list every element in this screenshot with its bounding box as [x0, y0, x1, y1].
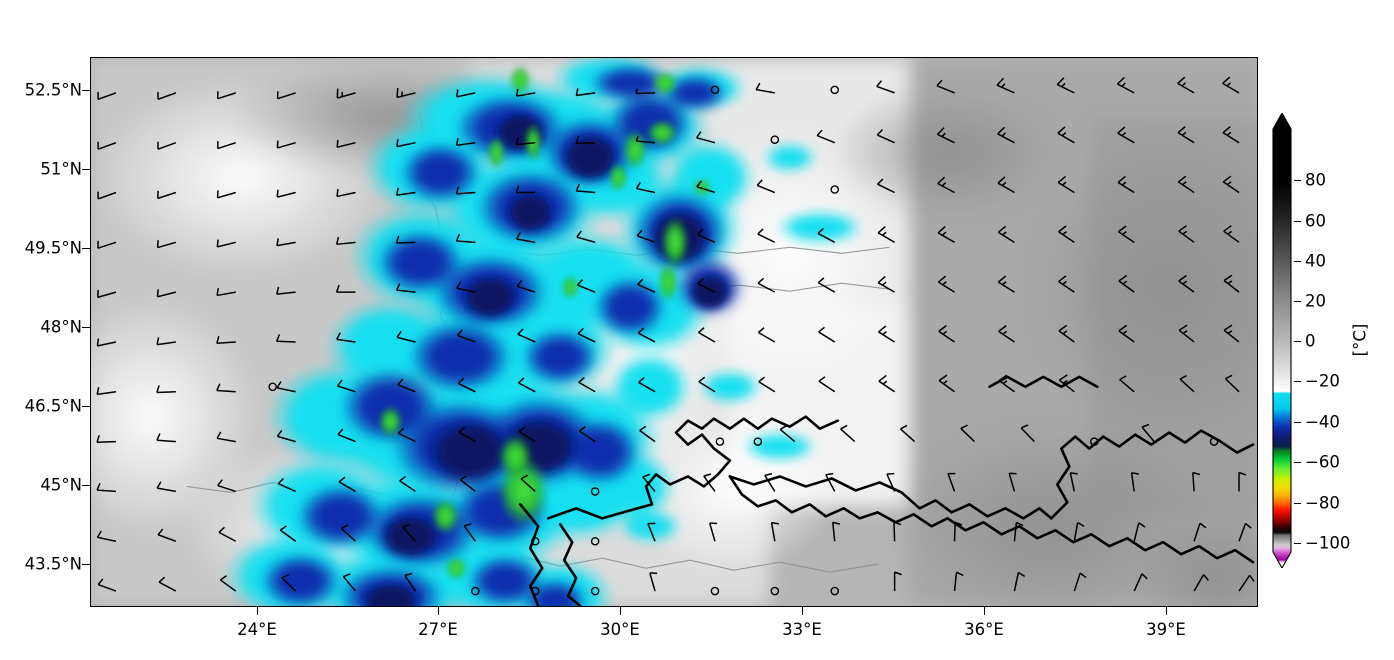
y-axis-label: 48°N [40, 317, 82, 337]
colorbar-tick-label: −80 [1305, 493, 1340, 513]
colorbar-tick-label: −20 [1305, 371, 1340, 391]
x-axis-label: 33°E [782, 620, 822, 639]
y-tick [82, 248, 90, 250]
colorbar-tick [1294, 221, 1301, 223]
colorbar [1271, 113, 1293, 568]
y-tick [82, 485, 90, 487]
colorbar-tick [1294, 301, 1301, 303]
ir-cloud-field-green-cores [378, 64, 711, 581]
colorbar-axis-label: [°C] [1350, 323, 1370, 357]
x-tick [1166, 607, 1168, 615]
y-axis-label: 43.5°N [24, 554, 82, 574]
colorbar-tick [1294, 261, 1301, 263]
x-tick [620, 607, 622, 615]
y-tick [82, 564, 90, 566]
y-tick [82, 90, 90, 92]
colorbar-tick-label: −40 [1305, 412, 1340, 432]
x-tick [438, 607, 440, 615]
x-axis-label: 27°E [418, 620, 458, 639]
colorbar-tick [1294, 341, 1301, 343]
colorbar-tick-label: 60 [1305, 211, 1326, 231]
x-tick [257, 607, 259, 615]
x-tick [802, 607, 804, 615]
y-axis-label: 51°N [40, 159, 82, 179]
x-axis-label: 39°E [1146, 620, 1186, 639]
y-axis-label: 52.5°N [24, 80, 82, 100]
y-axis-label: 49.5°N [24, 238, 82, 258]
colorbar-tick [1294, 543, 1301, 545]
colorbar-tick-label: −100 [1305, 533, 1351, 553]
y-axis-label: 45°N [40, 475, 82, 495]
colorbar-gradient [1272, 113, 1292, 568]
colorbar-tick-label: 40 [1305, 251, 1326, 271]
y-tick [82, 327, 90, 329]
colorbar-tick [1294, 503, 1301, 505]
colorbar-tick [1294, 180, 1301, 182]
map-plot-area [90, 57, 1258, 607]
colorbar-tick [1294, 422, 1301, 424]
y-tick [82, 169, 90, 171]
x-axis-label: 36°E [964, 620, 1004, 639]
colorbar-tick-label: −60 [1305, 452, 1340, 472]
y-tick [82, 406, 90, 408]
colorbar-tick-label: 80 [1305, 170, 1326, 190]
colorbar-tick [1294, 462, 1301, 464]
y-axis-label: 46.5°N [24, 396, 82, 416]
colorbar-tick-label: 0 [1305, 331, 1316, 351]
colorbar-tick-label: 20 [1305, 291, 1326, 311]
colorbar-tick [1294, 381, 1301, 383]
x-tick [984, 607, 986, 615]
map-canvas [91, 58, 1257, 606]
x-axis-label: 30°E [600, 620, 640, 639]
x-axis-label: 24°E [237, 620, 277, 639]
